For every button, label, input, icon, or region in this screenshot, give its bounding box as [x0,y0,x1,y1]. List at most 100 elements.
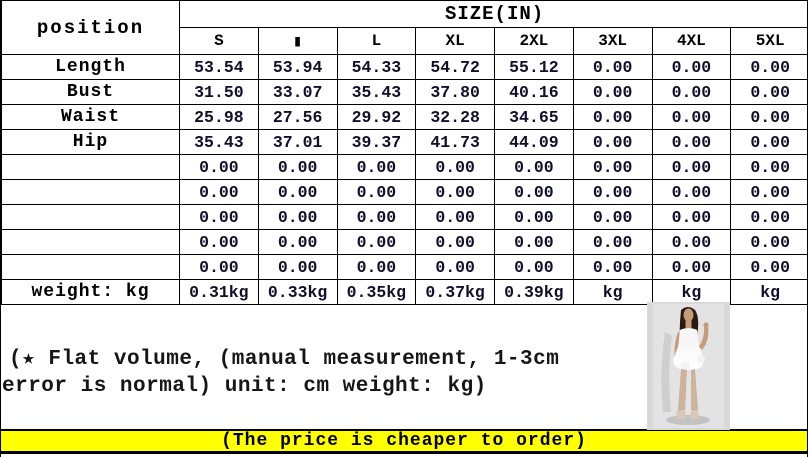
cell: 32.28 [415,104,495,130]
price-banner: (The price is cheaper to order) [1,429,807,454]
cell: 0.00 [257,204,338,230]
cell: 0.00 [179,229,259,255]
cell: 0.00 [730,129,808,155]
cell: 0.00 [257,179,338,205]
cell: 0.33kg [257,279,338,305]
cell: 37.01 [257,129,338,155]
cell: 0.39kg [494,279,574,305]
cell: 0.00 [494,229,574,255]
cell: 0.00 [651,54,732,80]
table-row-hip: Hip 35.43 37.01 39.37 41.73 44.09 0.00 0… [1,129,808,155]
cell: 0.00 [179,179,259,205]
cell: 0.00 [415,179,495,205]
cell: 0.00 [572,154,653,180]
cell: 0.00 [257,154,338,180]
cell: 0.00 [572,254,653,280]
measurement-note: (★ Flat volume, (manual measurement, 1-3… [1,302,807,430]
cell: 0.00 [336,179,417,205]
row-label: Hip [1,129,180,155]
table-row-empty: 0.00 0.00 0.00 0.00 0.00 0.00 0.00 0.00 [1,254,808,280]
table-row-empty: 0.00 0.00 0.00 0.00 0.00 0.00 0.00 0.00 [1,204,808,230]
cell: 0.00 [730,154,808,180]
row-label: Waist [1,104,180,130]
cell: 0.00 [415,254,495,280]
cell: 31.50 [179,79,259,105]
row-label: Bust [1,79,180,105]
cell: 0.00 [179,204,259,230]
cell: 35.43 [336,79,417,105]
cell: 0.00 [415,154,495,180]
cell: 0.00 [336,254,417,280]
row-label [1,179,180,205]
table-row-length: Length 53.54 53.94 54.33 54.72 55.12 0.0… [1,54,808,80]
cell: 0.00 [179,154,259,180]
cell: 0.00 [651,179,732,205]
cell: 0.00 [494,204,574,230]
table-row-bust: Bust 31.50 33.07 35.43 37.80 40.16 0.00 … [1,79,808,105]
cell: 0.00 [651,254,732,280]
cell: 53.94 [257,54,338,80]
cell: 0.00 [336,229,417,255]
cell: 0.00 [730,204,808,230]
cell: kg [730,279,808,305]
cell: 0.00 [651,104,732,130]
size-col-3xl: 3XL [572,27,653,55]
cell: 40.16 [494,79,574,105]
row-label: weight: kg [1,279,180,305]
cell: 0.00 [494,179,574,205]
cell: 0.00 [730,179,808,205]
cell: 0.00 [572,104,653,130]
cell: 0.00 [651,79,732,105]
note-line-1: (★ Flat volume, (manual measurement, 1-3… [9,348,560,371]
cell: 0.00 [415,204,495,230]
cell: 29.92 [336,104,417,130]
cell: 0.00 [572,179,653,205]
size-col-2xl: 2XL [494,27,574,55]
note-line-2: error is normal) unit: cm weight: kg) [2,375,487,398]
cell: 41.73 [415,129,495,155]
cell: 33.07 [257,79,338,105]
cell: 0.00 [730,229,808,255]
cell: 0.00 [572,204,653,230]
cell: 0.31kg [179,279,259,305]
cell: 0.00 [494,254,574,280]
cell: 54.72 [415,54,495,80]
cell: 0.00 [572,229,653,255]
size-table: position SIZE(IN) S ▮ L XL 2XL 3XL 4XL 5… [1,0,808,305]
cell: kg [651,279,732,305]
row-label: Length [1,54,180,80]
size-col-5xl: 5XL [730,27,808,55]
cell: 0.00 [651,229,732,255]
product-photo [647,302,730,430]
cell: 0.00 [730,254,808,280]
size-col-xl: XL [415,27,495,55]
cell: 53.54 [179,54,259,80]
position-header: position [1,0,180,55]
table-row-empty: 0.00 0.00 0.00 0.00 0.00 0.00 0.00 0.00 [1,179,808,205]
cell: 0.00 [651,204,732,230]
cell: 0.00 [730,104,808,130]
cell: 55.12 [494,54,574,80]
cell: 0.00 [572,54,653,80]
cell: 0.00 [257,229,338,255]
cell: 44.09 [494,129,574,155]
table-row-empty: 0.00 0.00 0.00 0.00 0.00 0.00 0.00 0.00 [1,154,808,180]
cell: 54.33 [336,54,417,80]
cell: 27.56 [257,104,338,130]
size-header-row: S ▮ L XL 2XL 3XL 4XL 5XL [2,27,808,55]
row-label [1,229,180,255]
cell: 0.00 [651,129,732,155]
table-row-empty: 0.00 0.00 0.00 0.00 0.00 0.00 0.00 0.00 [1,229,808,255]
cell: 34.65 [494,104,574,130]
size-col-l: L [336,27,417,55]
product-photo-model [647,302,730,430]
cell: 0.00 [572,129,653,155]
cell: 37.80 [415,79,495,105]
table-row-waist: Waist 25.98 27.56 29.92 32.28 34.65 0.00… [1,104,808,130]
cell: 0.37kg [415,279,495,305]
cell: 0.35kg [336,279,417,305]
row-label [1,154,180,180]
size-col-s: S [179,27,259,55]
cell: 0.00 [336,204,417,230]
